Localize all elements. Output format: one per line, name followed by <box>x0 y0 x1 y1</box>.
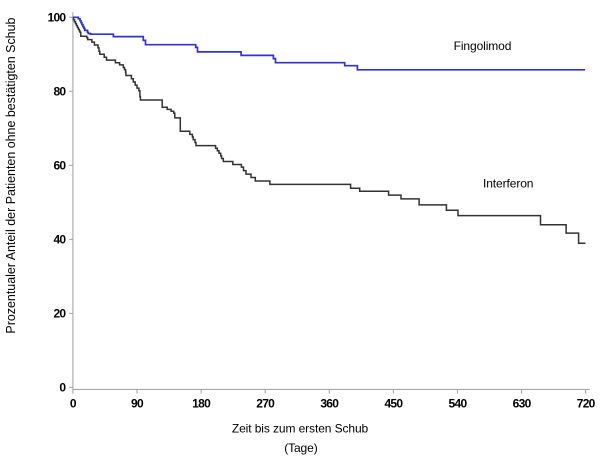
svg-text:100: 100 <box>47 11 66 25</box>
svg-text:270: 270 <box>256 397 275 411</box>
svg-text:Zeit bis zum ersten Schub: Zeit bis zum ersten Schub <box>232 422 369 436</box>
svg-text:180: 180 <box>192 397 211 411</box>
svg-text:0: 0 <box>59 381 66 395</box>
svg-text:450: 450 <box>384 397 403 411</box>
svg-text:720: 720 <box>577 397 596 411</box>
svg-text:20: 20 <box>53 307 66 321</box>
svg-text:540: 540 <box>449 397 468 411</box>
svg-text:80: 80 <box>53 85 66 99</box>
svg-text:Interferon: Interferon <box>483 176 533 190</box>
svg-text:0: 0 <box>70 397 77 411</box>
svg-text:630: 630 <box>513 397 532 411</box>
svg-text:(Tage): (Tage) <box>284 441 318 455</box>
svg-text:Prozentualer Anteil der Patien: Prozentualer Anteil der Patienten ohne b… <box>4 18 18 334</box>
svg-text:Fingolimod: Fingolimod <box>454 39 512 53</box>
svg-text:40: 40 <box>53 233 66 247</box>
svg-text:60: 60 <box>53 159 66 173</box>
svg-text:360: 360 <box>320 397 339 411</box>
svg-text:90: 90 <box>131 397 144 411</box>
